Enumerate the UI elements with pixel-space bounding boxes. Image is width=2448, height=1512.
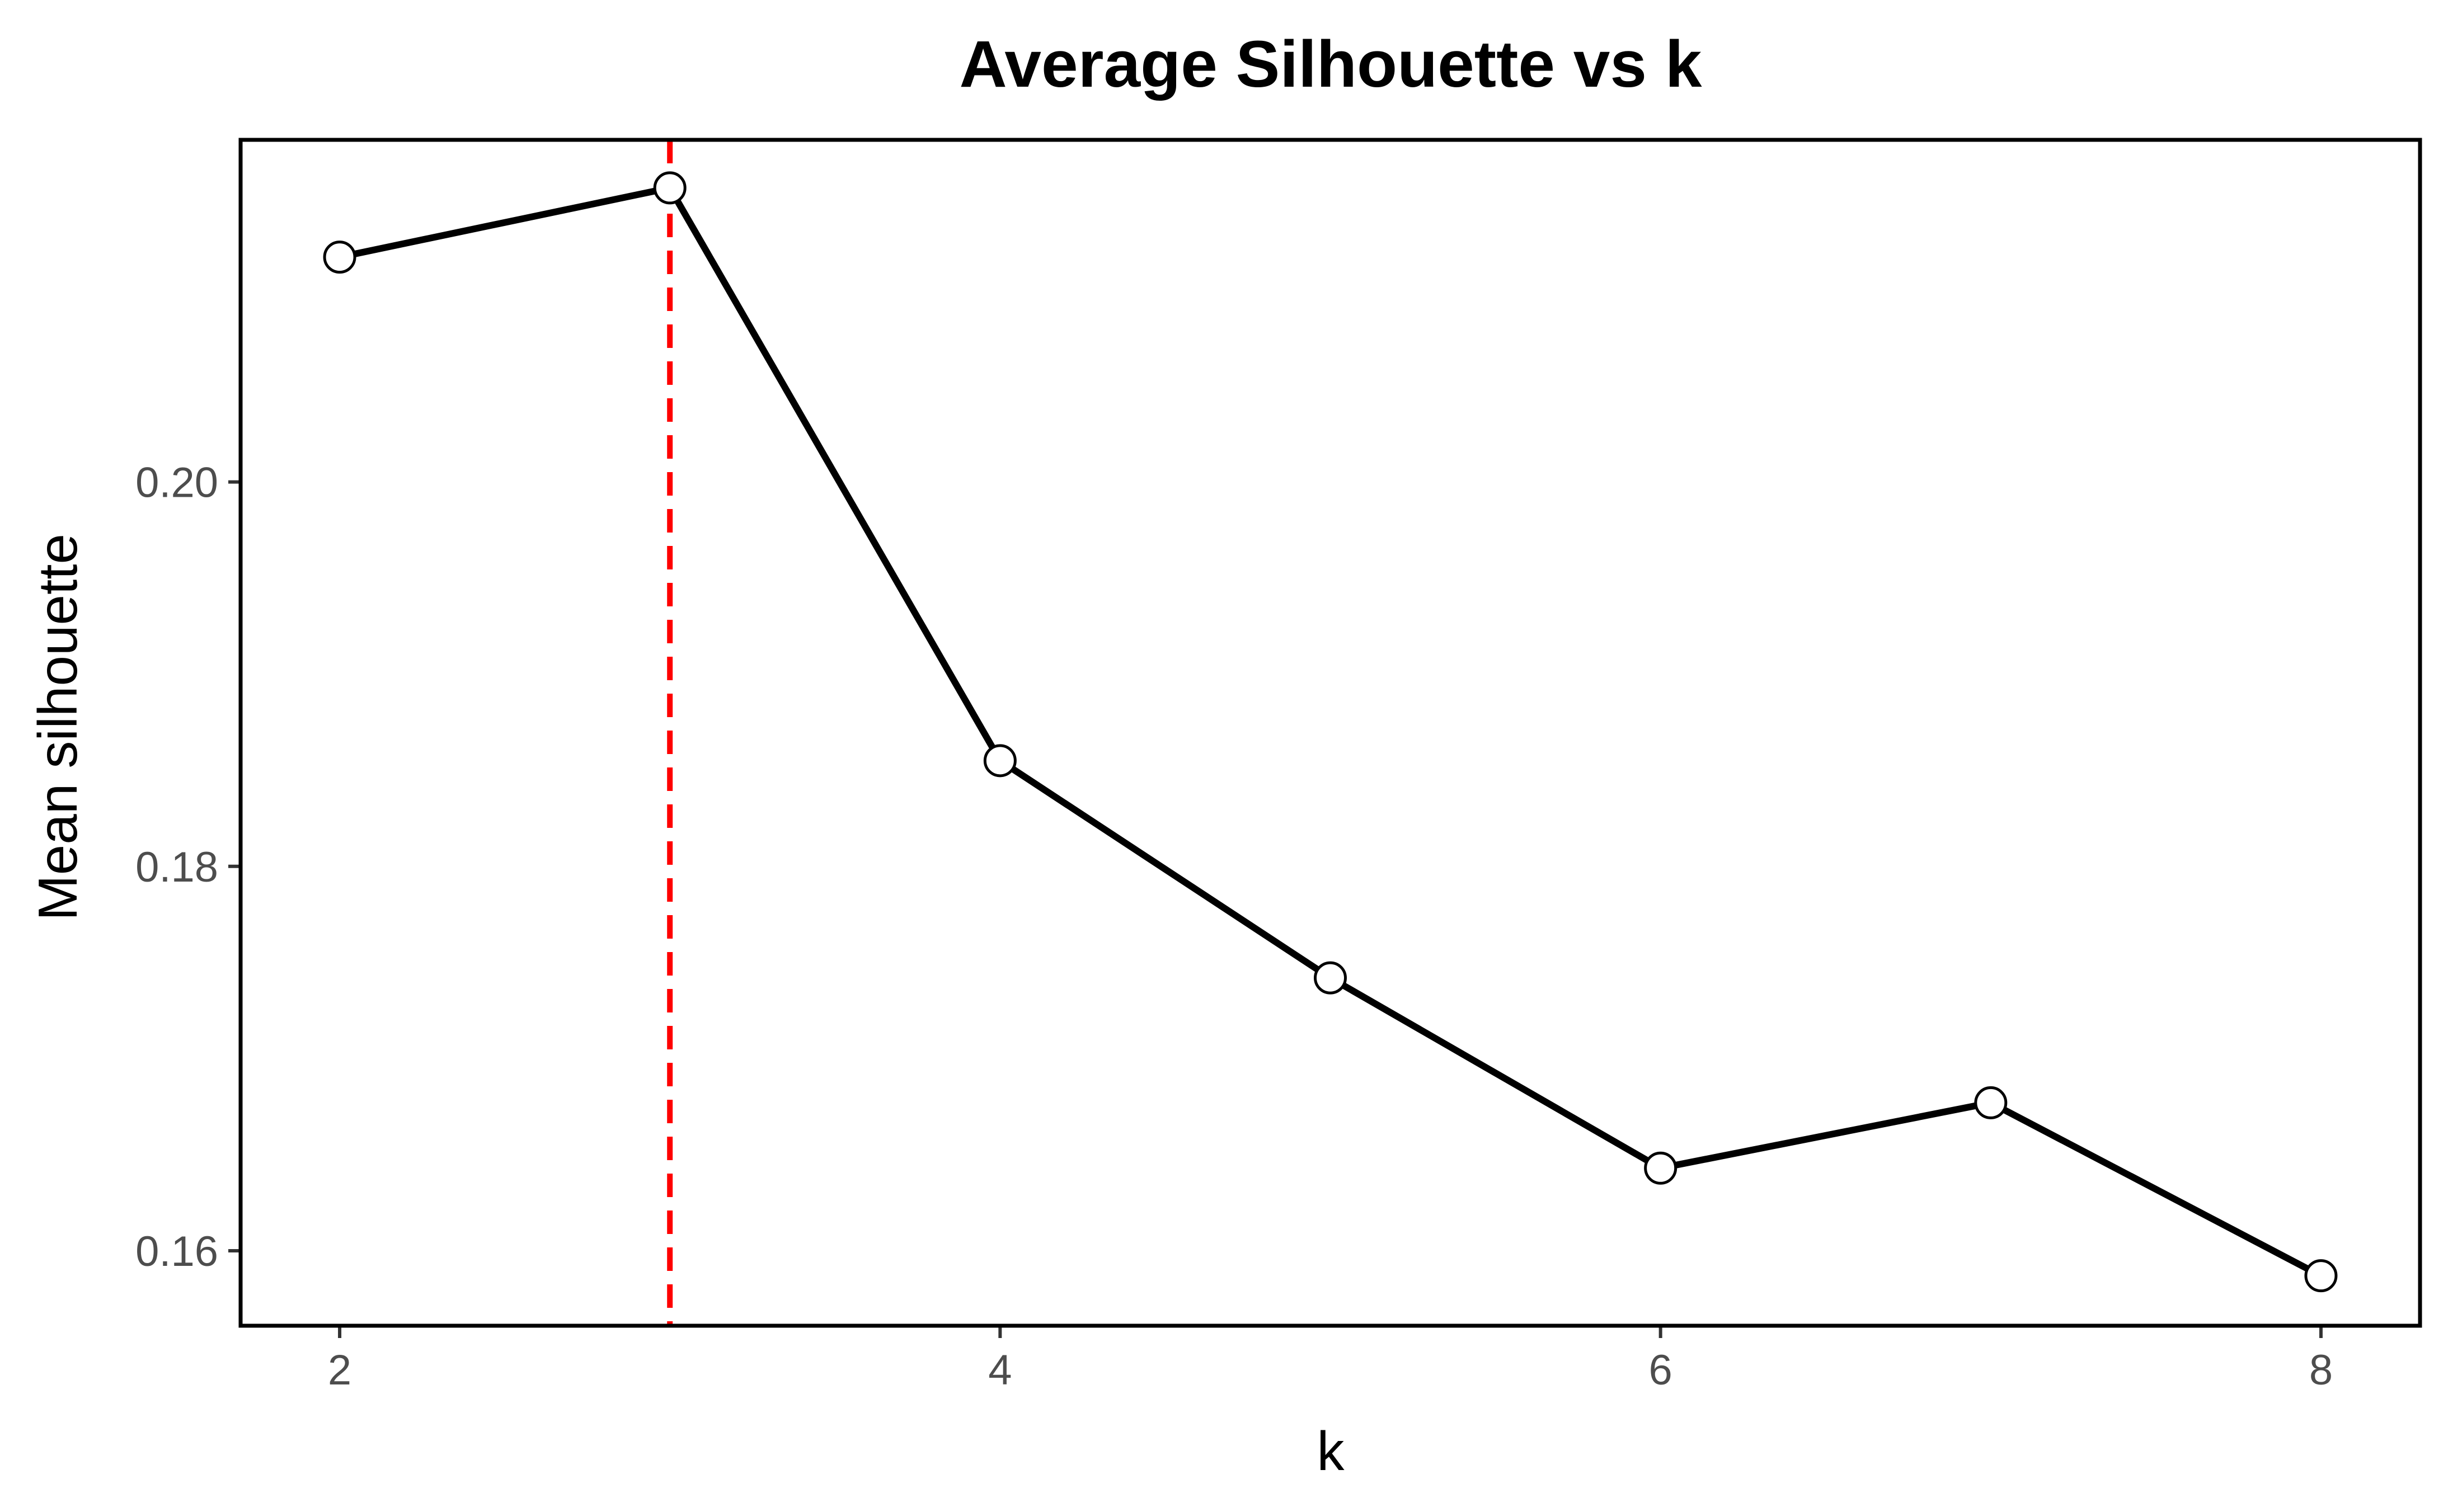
y-axis-label: Mean silhouette: [27, 534, 88, 921]
y-tick-label: 0.20: [135, 459, 218, 507]
chart-title: Average Silhouette vs k: [960, 27, 1702, 101]
data-point: [1314, 961, 1347, 995]
x-axis-ticks: 2 4 6 8: [328, 1326, 2333, 1394]
x-tick-label: 8: [2309, 1346, 2333, 1394]
x-tick-label: 2: [328, 1346, 351, 1394]
y-tick-label: 0.18: [135, 844, 218, 891]
y-axis-ticks: 0.16 0.18 0.20: [135, 459, 241, 1275]
x-tick-label: 4: [988, 1346, 1012, 1394]
data-point: [1974, 1086, 2008, 1119]
data-point: [653, 171, 687, 205]
x-axis-label: k: [1317, 1420, 1345, 1482]
plot-area: [323, 140, 2338, 1326]
data-point: [2304, 1259, 2338, 1293]
data-point: [1644, 1151, 1678, 1185]
plot-border: [238, 138, 2422, 1328]
data-point: [323, 241, 356, 274]
x-tick-label: 6: [1649, 1346, 1672, 1394]
y-tick-label: 0.16: [135, 1228, 218, 1275]
data-point: [983, 744, 1017, 778]
